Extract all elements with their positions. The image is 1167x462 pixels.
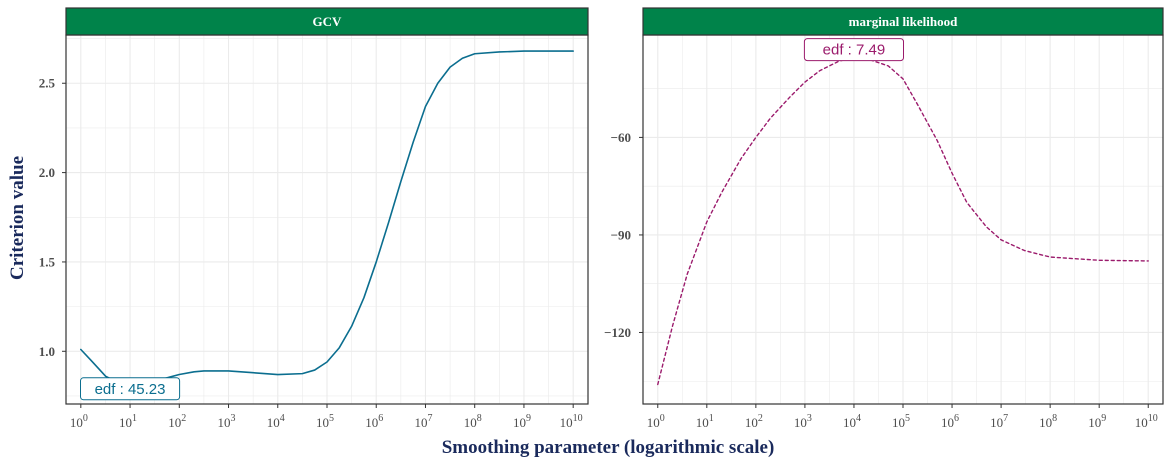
y-axis-title: Criterion value	[7, 156, 28, 280]
y-tick-label: 1.5	[39, 254, 56, 269]
edf-label-box	[803, 38, 905, 62]
edf-label-text: edf : 7.49	[823, 42, 886, 59]
x-tick-label: 107	[990, 413, 1008, 430]
panel-gcv: edf : 45.23 GCV 100 101 102 103 104 105 106 107 10…	[39, 7, 589, 430]
facet-strip-title: marginal likelihood	[849, 14, 958, 29]
edf-annotation: edf : 7.49	[803, 38, 905, 62]
x-tick-label: 108	[1039, 413, 1057, 430]
y-tick-label: 2.5	[39, 76, 56, 91]
x-axis-title: Smoothing parameter (logarithmic scale)	[442, 437, 775, 458]
x-tick-label: 102	[745, 413, 763, 430]
edf-label-text: edf : 45.23	[95, 381, 166, 398]
x-tick-label: 101	[696, 413, 714, 430]
x-tick-label: 100	[647, 413, 665, 430]
x-tick-label: 100	[70, 413, 88, 430]
panel-marginal-likelihood: edf : 7.49 marginal likelihood 100 101 102 10…	[604, 7, 1164, 430]
facet-strip-title: GCV	[313, 14, 343, 29]
x-tick-label: 105	[316, 413, 334, 430]
x-tick-label: 104	[843, 413, 861, 430]
facet-strip	[642, 7, 1164, 36]
x-tick-label: 106	[365, 413, 383, 430]
facet-strip	[65, 7, 589, 36]
edf-annotation: edf : 45.23	[80, 377, 181, 401]
y-tick-label: −120	[604, 325, 631, 340]
y-tick-label: 1.0	[39, 344, 55, 359]
x-tick-label: 102	[168, 413, 186, 430]
x-tick-label: 108	[464, 413, 482, 430]
y-tick-label: −90	[611, 227, 631, 242]
x-tick-label: 107	[414, 413, 432, 430]
x-tick-label: 1010	[560, 413, 583, 430]
x-tick-label: 105	[892, 413, 910, 430]
x-tick-label: 1010	[1135, 413, 1158, 430]
y-tick-label: −60	[611, 130, 631, 145]
x-tick-label: 106	[941, 413, 959, 430]
x-tick-label: 103	[794, 413, 812, 430]
x-tick-label: 103	[218, 413, 236, 430]
y-tick-label: 2.0	[39, 165, 55, 180]
x-tick-label: 109	[513, 413, 531, 430]
x-tick-label: 104	[267, 413, 285, 430]
x-tick-label: 101	[119, 413, 137, 430]
x-tick-label: 109	[1088, 413, 1106, 430]
edf-label-box	[80, 377, 181, 401]
